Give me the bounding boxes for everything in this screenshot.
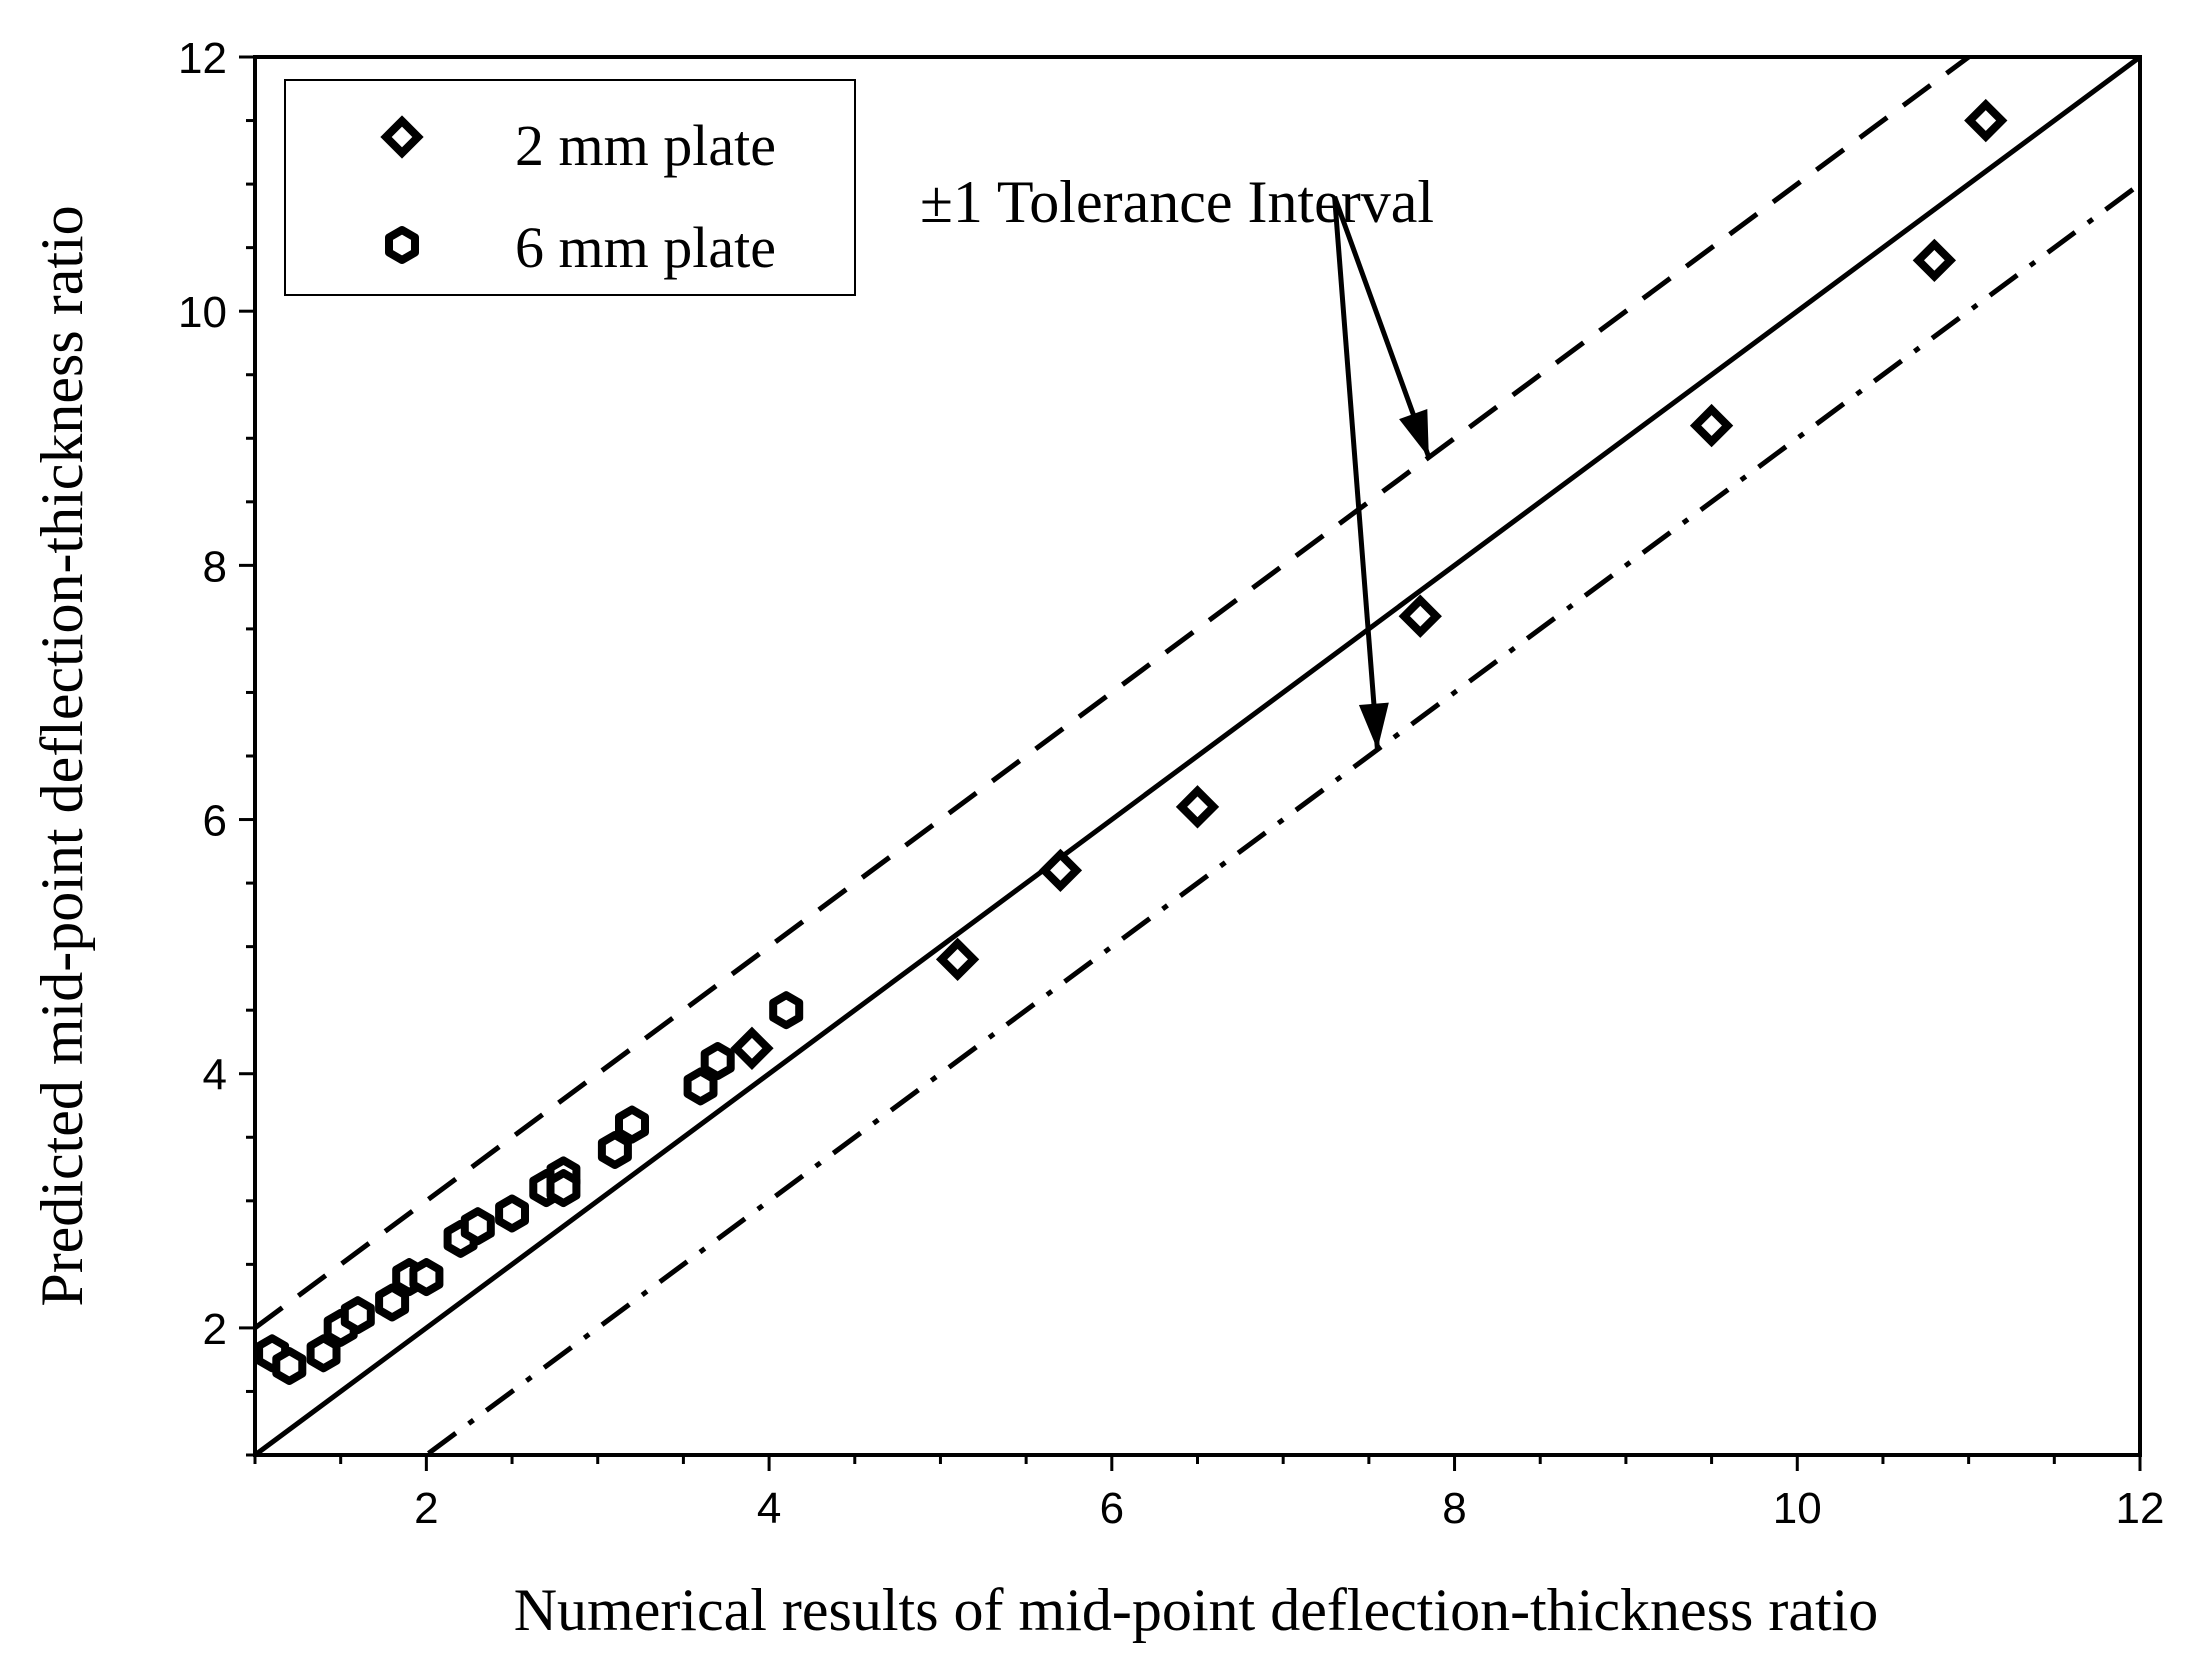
reference-line-solid: [255, 57, 2140, 1455]
legend-hexagon-marker: [385, 226, 419, 264]
reference-line-dashed: [255, 57, 1973, 1330]
legend-box: [284, 79, 856, 296]
legend-marker-2mm: [380, 115, 424, 159]
y-tick-label-2: 2: [203, 1305, 227, 1354]
point-hexagon-1: [272, 1347, 307, 1385]
point-hexagon-13: [546, 1169, 581, 1208]
x-tick-label-2: 2: [414, 1484, 438, 1533]
y-tick-label-12: 12: [178, 34, 227, 83]
legend-marker-6mm: [385, 226, 419, 264]
point-hexagon-2: [306, 1334, 341, 1373]
legend-diamond-marker: [380, 115, 424, 159]
axis-ticks: 2 4 6 8 10 12 2 4 6 8 10 12: [178, 34, 2164, 1533]
x-tick-label-12: 12: [2116, 1484, 2165, 1533]
point-hexagon-16: [683, 1067, 718, 1106]
y-tick-label-6: 6: [203, 797, 227, 846]
point-hexagon-5: [375, 1283, 410, 1322]
tolerance-annotation: ±1 Tolerance Interval: [920, 169, 1434, 235]
legend-label-6mm: 6 mm plate: [515, 215, 776, 280]
point-hexagon-10: [495, 1194, 529, 1233]
reference-line-dash-dot: [422, 182, 2140, 1455]
x-axis-title: Numerical results of mid-point deflectio…: [514, 1577, 1879, 1643]
point-diamond-3: [1175, 785, 1220, 829]
point-hexagon-4: [340, 1296, 375, 1335]
y-tick-label-4: 4: [203, 1051, 227, 1100]
point-diamond-4: [1398, 594, 1442, 638]
point-hexagon-9: [460, 1207, 495, 1246]
annotation-arrow-head-1: [1358, 702, 1389, 750]
point-hexagon-14: [597, 1131, 632, 1169]
point-hexagon-18: [769, 991, 804, 1030]
x-tick-label-6: 6: [1100, 1484, 1124, 1533]
point-diamond-5: [1689, 403, 1734, 448]
point-diamond-0: [730, 1026, 774, 1070]
point-diamond-1: [935, 937, 980, 982]
y-tick-label-8: 8: [203, 542, 227, 591]
point-diamond-6: [1912, 238, 1957, 283]
data-points: [255, 98, 2008, 1385]
legend-label-2mm: 2 mm plate: [515, 113, 776, 178]
annotation-arrow-line-1: [1332, 196, 1380, 750]
point-hexagon-7: [409, 1258, 444, 1297]
reference-lines: [255, 57, 2140, 1455]
x-tick-label-10: 10: [1773, 1484, 1822, 1533]
point-diamond-7: [1964, 98, 2008, 143]
x-tick-label-8: 8: [1442, 1484, 1466, 1533]
y-tick-label-10: 10: [178, 288, 227, 337]
point-diamond-2: [1038, 848, 1083, 893]
y-axis-title: Predicted mid-point deflection-thickness…: [29, 205, 95, 1306]
point-hexagon-17: [700, 1042, 735, 1080]
annotation-arrow-head-0: [1399, 408, 1429, 458]
x-tick-label-4: 4: [757, 1484, 781, 1533]
point-hexagon-15: [615, 1105, 649, 1144]
legend: 2 mm plate 6 mm plate: [284, 79, 856, 296]
annotation-arrow-line-0: [1332, 195, 1432, 459]
annotation-arrows: [1332, 195, 1432, 750]
